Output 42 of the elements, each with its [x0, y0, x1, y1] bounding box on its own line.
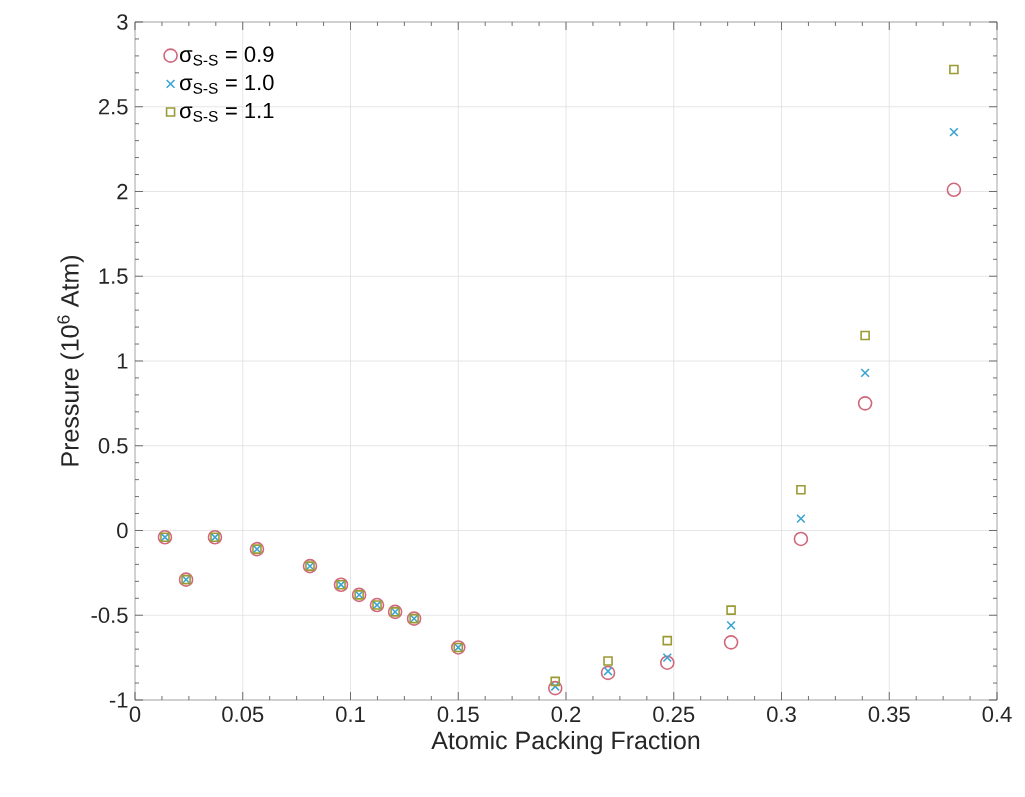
y-tick-label: -1 [109, 692, 128, 708]
point [603, 656, 613, 666]
legend-label: σ$_{S-S}$ = 1.0 [179, 74, 274, 94]
point [796, 485, 806, 495]
x-tick-label: 0.15 [437, 706, 479, 723]
point [726, 620, 736, 631]
y-tick-label: 3 [117, 14, 128, 30]
point [949, 127, 959, 137]
point [662, 652, 672, 663]
point [796, 513, 806, 524]
point [946, 182, 962, 198]
x-tick-label: 0.25 [653, 706, 695, 723]
x-axis-title: Atomic Packing Fraction [431, 730, 700, 755]
point [550, 676, 561, 687]
point [860, 368, 870, 378]
x-tick-label: 0.2 [551, 706, 581, 723]
point [860, 330, 870, 341]
point [857, 396, 873, 411]
y-tick-label: 1.5 [99, 268, 128, 284]
y-tick-label: 0.5 [98, 437, 128, 454]
y-tick-label: 0 [117, 522, 128, 539]
point [793, 531, 809, 547]
y-tick-label: 1 [117, 353, 128, 369]
point [726, 605, 736, 615]
point [662, 635, 673, 646]
point [600, 665, 616, 681]
point [723, 635, 739, 650]
point [949, 64, 959, 75]
y-tick-label: 2 [117, 183, 128, 200]
y-tick-label: -0.5 [91, 607, 128, 624]
x-tick-label: 0.1 [336, 706, 365, 723]
point [547, 680, 563, 696]
legend-label: σ$_{S-S}$ = 1.1 [179, 102, 274, 122]
x-tick-label: 0.4 [982, 706, 1012, 723]
x-tick-label: 0 [129, 706, 141, 723]
point [659, 655, 675, 670]
x-tick-label: 0.05 [222, 706, 264, 723]
legend-label: σ$_{S-S}$ = 0.9 [179, 46, 274, 66]
x-tick-label: 0.35 [868, 706, 910, 723]
y-tick-label: 2.5 [99, 98, 128, 115]
x-tick-label: 0.3 [767, 706, 796, 723]
y-axis-title: Pressure (10$^{6}$ Atm) [57, 256, 84, 466]
